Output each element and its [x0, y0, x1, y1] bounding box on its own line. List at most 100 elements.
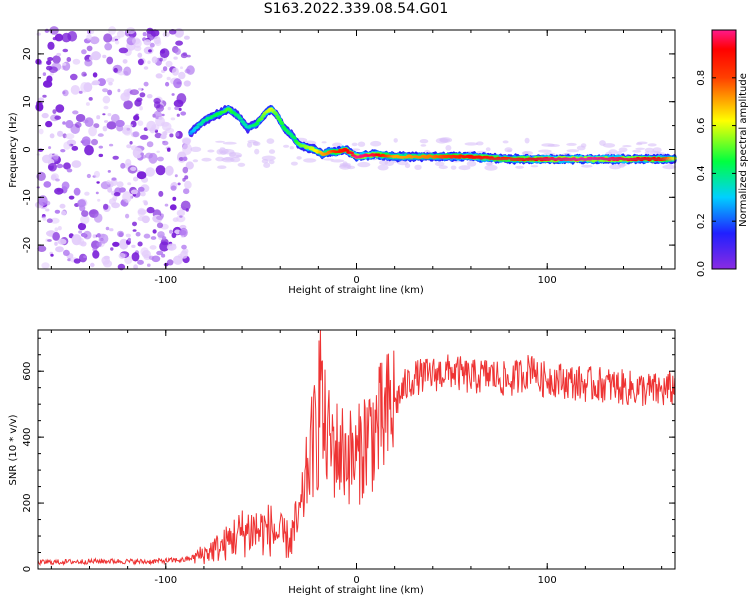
noise-speckle [173, 56, 178, 60]
halo-speckle [644, 147, 655, 153]
noise-speckle [52, 231, 60, 241]
noise-speckle [52, 55, 61, 64]
noise-speckle [75, 121, 82, 128]
noise-speckle [107, 113, 112, 117]
noise-speckle [59, 203, 66, 209]
halo-speckle [229, 151, 237, 157]
noise-speckle [36, 32, 41, 36]
noise-speckle [178, 107, 182, 111]
noise-speckle [178, 157, 184, 161]
halo-speckle [656, 152, 665, 155]
halo-speckle [450, 165, 457, 170]
noise-speckle [180, 52, 188, 59]
noise-speckle [182, 156, 188, 161]
noise-speckle [149, 245, 157, 250]
colorbar-tick-label: 0.2 [696, 213, 707, 229]
halo-speckle [268, 149, 276, 154]
noise-speckle [122, 124, 133, 136]
noise-speckle [155, 104, 165, 112]
noise-speckle [160, 49, 166, 54]
halo-speckle [464, 142, 479, 146]
noise-speckle [174, 106, 179, 111]
ridge-cell [238, 117, 244, 120]
noise-speckle [171, 67, 179, 76]
noise-speckle [170, 117, 176, 121]
noise-speckle [68, 195, 75, 200]
ridge-cell [345, 149, 350, 152]
ridge-cell [277, 118, 282, 122]
noise-speckle [140, 134, 149, 140]
noise-speckle [49, 133, 55, 139]
noise-speckle [143, 66, 149, 70]
halo-speckle [379, 159, 389, 166]
noise-speckle [137, 241, 143, 247]
noise-speckle [118, 252, 126, 259]
noise-speckle [166, 76, 171, 81]
noise-speckle [57, 188, 61, 192]
noise-speckle [155, 165, 166, 176]
noise-speckle [47, 239, 52, 242]
noise-speckle [146, 120, 157, 132]
noise-speckle [167, 147, 171, 152]
noise-speckle [55, 178, 60, 182]
halo-speckle [502, 140, 509, 144]
halo-speckle [351, 142, 358, 147]
spectrogram-y-tick-label: -10 [22, 189, 33, 205]
noise-speckle [146, 94, 153, 99]
colorbar-gradient [711, 29, 737, 270]
noise-speckle [148, 49, 152, 53]
noise-speckle [90, 262, 95, 268]
ridge-cell [260, 115, 265, 118]
noise-speckle [47, 41, 55, 50]
noise-speckle [146, 27, 154, 34]
noise-speckle [73, 258, 81, 264]
snr-x-ticks: -100 0 100 [50, 330, 663, 586]
noise-speckle [46, 60, 52, 66]
noise-speckle [88, 97, 93, 101]
noise-speckle [92, 250, 100, 259]
ridge-cell [292, 137, 297, 140]
noise-speckle [143, 233, 151, 239]
noise-speckle [167, 245, 174, 251]
noise-speckle [117, 88, 121, 93]
noise-speckle [70, 85, 80, 95]
noise-speckle [111, 202, 120, 209]
noise-speckle [149, 42, 155, 48]
noise-speckle [97, 133, 104, 137]
halo-speckle [296, 156, 302, 160]
noise-speckle [149, 36, 154, 41]
noise-speckle [165, 127, 175, 134]
halo-speckle [547, 144, 560, 147]
noise-speckle [124, 255, 133, 265]
noise-speckle [52, 109, 57, 114]
noise-speckle [104, 120, 109, 123]
noise-speckle [80, 215, 90, 225]
noise-speckle [42, 94, 47, 98]
halo-speckle [222, 141, 237, 145]
halo-speckle [466, 160, 477, 167]
noise-speckle [167, 106, 171, 111]
noise-speckle [50, 217, 60, 224]
noise-speckle [65, 133, 75, 140]
noise-speckle [142, 31, 147, 37]
colorbar-tick-label: 0.4 [696, 165, 707, 181]
noise-speckle [172, 217, 179, 222]
halo-speckle [207, 149, 215, 153]
noise-speckle [61, 181, 70, 190]
noise-speckle [57, 226, 62, 231]
noise-speckle [43, 181, 52, 188]
noise-speckle [106, 121, 117, 130]
noise-speckle [131, 37, 141, 45]
noise-speckle [137, 58, 144, 66]
noise-speckle [180, 111, 187, 116]
noise-speckle [102, 54, 107, 59]
noise-speckle [84, 59, 93, 67]
noise-speckle [41, 262, 50, 269]
noise-speckle [62, 48, 69, 53]
noise-speckle [169, 204, 177, 211]
noise-speckle [102, 260, 113, 268]
halo-speckle [190, 146, 202, 152]
noise-speckle [120, 162, 126, 169]
noise-speckle [115, 119, 125, 128]
halo-speckle [289, 146, 294, 150]
